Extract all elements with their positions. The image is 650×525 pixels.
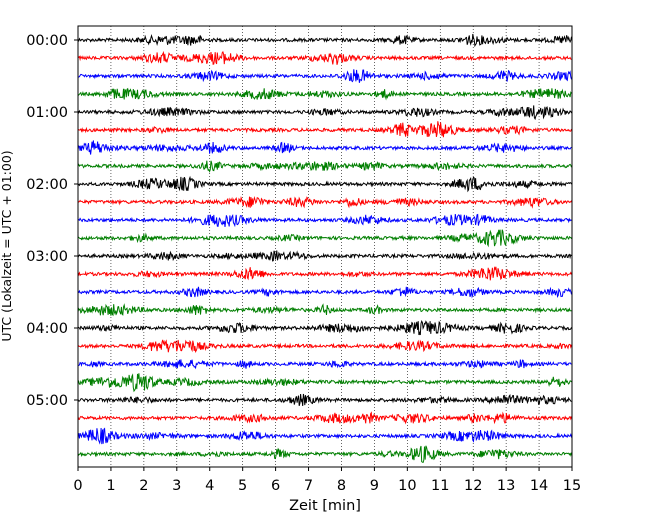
seismic-trace — [77, 286, 572, 299]
seismic-trace — [77, 229, 572, 248]
seismic-trace — [77, 50, 572, 65]
seismic-trace — [77, 87, 572, 101]
seismic-trace — [77, 196, 572, 209]
seismic-trace — [77, 266, 572, 281]
x-tick-label: 2 — [139, 478, 148, 494]
x-tick-label: 6 — [271, 478, 280, 494]
x-tick-label: 12 — [464, 478, 482, 494]
seismic-trace — [77, 33, 572, 48]
y-tick-label: 00:00 — [26, 33, 68, 49]
x-tick-label: 1 — [106, 478, 115, 494]
seismic-trace — [77, 105, 572, 121]
seismic-traces — [77, 33, 572, 463]
plot-frame — [77, 25, 573, 468]
seismic-trace — [77, 320, 572, 336]
x-tick-label: 14 — [530, 478, 548, 494]
seismic-trace — [77, 411, 572, 425]
y-tick-label: 05:00 — [26, 393, 68, 409]
y-tick-label: 04:00 — [26, 321, 68, 337]
seismic-trace — [77, 427, 572, 445]
seismic-trace — [77, 359, 572, 370]
x-tick-label: 4 — [205, 478, 214, 494]
seismic-trace — [77, 160, 572, 173]
y-axis-title: UTC (Lokalzeit = UTC + 01:00) — [0, 150, 14, 341]
x-tick-label: 7 — [304, 478, 313, 494]
seismic-trace — [77, 140, 572, 155]
seismic-trace — [77, 69, 572, 83]
x-axis-ticks: 0 1 2 3 4 5 6 7 8 9 10 11 12 13 14 15 — [73, 467, 581, 494]
x-tick-label: 10 — [398, 478, 416, 494]
y-axis-ticks: 00:00 01:00 02:00 03:00 04:00 05:00 — [26, 33, 78, 409]
y-tick-label: 01:00 — [26, 105, 68, 121]
x-axis-title: Zeit [min] — [289, 498, 361, 514]
x-tick-label: 15 — [563, 478, 581, 494]
seismic-trace — [77, 373, 572, 393]
seismic-trace — [77, 393, 572, 407]
seismic-trace — [77, 213, 572, 228]
x-tick-label: 5 — [238, 478, 247, 494]
seismic-trace — [77, 339, 572, 354]
seismic-trace — [77, 121, 572, 138]
x-tick-label: 8 — [337, 478, 346, 494]
x-tick-label: 9 — [370, 478, 379, 494]
seismic-trace — [77, 175, 572, 193]
x-tick-label: 13 — [497, 478, 515, 494]
x-tick-label: 3 — [172, 478, 181, 494]
seismic-trace — [77, 250, 572, 262]
y-tick-label: 02:00 — [26, 177, 68, 193]
x-tick-label: 11 — [431, 478, 449, 494]
y-tick-label: 03:00 — [26, 249, 68, 265]
x-tick-label: 0 — [73, 478, 82, 494]
seismic-trace — [77, 445, 572, 463]
seismic-trace — [77, 303, 572, 317]
